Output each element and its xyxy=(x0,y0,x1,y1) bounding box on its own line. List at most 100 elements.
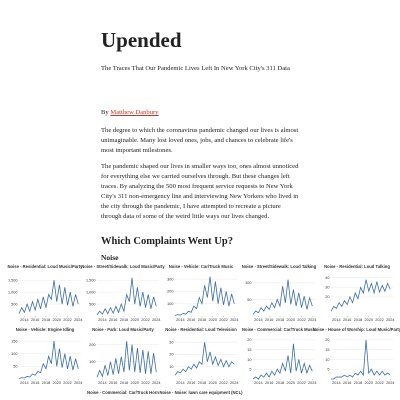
x-tick-label: 2022 xyxy=(141,381,149,385)
small-multiples: Noise - Residential: Loud Music/Party 500… xyxy=(8,264,400,395)
data-line xyxy=(174,342,235,376)
x-tick-label: 2022 xyxy=(375,318,383,322)
x-tick-label: 2024 xyxy=(386,381,394,385)
data-line xyxy=(96,277,157,316)
x-tick-label: 2024 xyxy=(386,318,394,322)
x-tick-label: 2016 xyxy=(343,381,351,385)
data-line xyxy=(18,341,79,379)
x-tick-label: 2016 xyxy=(187,381,195,385)
data-line xyxy=(18,280,79,314)
x-tick-label: 2014 xyxy=(332,318,340,322)
chart-title: Noise - Street/Sidewalk: Loud Talking xyxy=(242,264,317,269)
chart-title: Noise - Vehicle: Car/Truck Music xyxy=(169,264,234,269)
x-tick-label: 2022 xyxy=(63,318,71,322)
x-tick-label: 2022 xyxy=(375,381,383,385)
chart-title: Noise - Residential: Loud Television xyxy=(165,327,237,332)
x-tick-label: 2018 xyxy=(120,318,128,322)
x-tick-label: 2024 xyxy=(230,381,238,385)
byline-prefix: By xyxy=(101,109,109,116)
y-tick-label: 150 xyxy=(11,339,17,343)
y-tick-label: 1,500 xyxy=(86,278,96,282)
x-tick-label: 2016 xyxy=(265,381,273,385)
data-line xyxy=(331,339,391,380)
data-line xyxy=(252,343,313,380)
x-tick-label: 2024 xyxy=(74,381,82,385)
y-tick-label: 20 xyxy=(325,295,329,299)
x-tick-label: 2020 xyxy=(131,318,139,322)
byline: By Matthew Danbury xyxy=(101,109,301,116)
y-tick-label: 5 xyxy=(327,368,329,372)
data-line xyxy=(252,279,313,315)
x-tick-label: 2024 xyxy=(230,318,238,322)
y-tick-label: 100 xyxy=(167,302,173,306)
x-tick-label: 2016 xyxy=(31,318,39,322)
chart-title: Noise - Residential: Loud Music/Party xyxy=(8,264,84,269)
x-tick-label: 2018 xyxy=(198,318,206,322)
x-tick-label: 2020 xyxy=(53,318,61,322)
y-tick-label: 100 xyxy=(245,281,251,285)
y-tick-label: 20 xyxy=(247,338,251,342)
x-tick-label: 2022 xyxy=(297,318,305,322)
x-tick-label: 2020 xyxy=(53,381,61,385)
paragraph: The degree to which the coronavirus pand… xyxy=(101,127,299,154)
x-tick-label: 2018 xyxy=(276,381,284,385)
chart-title: Noise - Noise: lawn care equipment (NCL) xyxy=(159,390,243,395)
data-line xyxy=(174,276,235,316)
y-tick-label: 1,000 xyxy=(86,290,96,294)
y-tick-label: 10 xyxy=(169,365,173,369)
x-tick-label: 2020 xyxy=(209,318,217,322)
y-tick-label: 300 xyxy=(167,277,173,281)
x-tick-label: 2018 xyxy=(276,318,284,322)
y-tick-label: 5 xyxy=(249,368,251,372)
x-tick-label: 2016 xyxy=(343,318,351,322)
y-tick-label: 40 xyxy=(325,276,329,280)
x-tick-label: 2022 xyxy=(141,318,149,322)
x-tick-label: 2018 xyxy=(120,381,128,385)
x-tick-label: 2018 xyxy=(42,318,50,322)
y-tick-label: 1,000 xyxy=(8,290,18,294)
x-tick-label: 2014 xyxy=(176,381,184,385)
x-tick-label: 2014 xyxy=(254,318,262,322)
y-tick-label: 20 xyxy=(169,353,173,357)
x-tick-label: 2016 xyxy=(109,318,117,322)
y-tick-label: 10 xyxy=(325,358,329,362)
y-tick-label: 200 xyxy=(167,290,173,294)
x-tick-label: 2020 xyxy=(365,381,373,385)
chart-title: Noise - Street/Sidewalk: Loud Music/Part… xyxy=(81,264,165,269)
y-tick-label: 200 xyxy=(89,343,95,347)
x-tick-label: 2018 xyxy=(354,381,362,385)
x-tick-label: 2022 xyxy=(297,381,305,385)
paragraph: The pandemic shaped our lives in smaller… xyxy=(101,163,299,220)
x-tick-label: 2016 xyxy=(187,318,195,322)
x-tick-label: 2014 xyxy=(254,381,262,385)
subsection-heading: Noise xyxy=(101,253,119,262)
section-heading: Which Complaints Went Up? xyxy=(101,236,233,247)
y-tick-label: 500 xyxy=(89,302,95,306)
x-tick-label: 2024 xyxy=(74,318,82,322)
chart-title: Noise - Commercial: Car/Truck Music xyxy=(242,327,317,332)
y-tick-label: 1,500 xyxy=(8,278,18,282)
x-tick-label: 2024 xyxy=(308,318,316,322)
data-line xyxy=(96,341,157,378)
x-tick-label: 2022 xyxy=(63,381,71,385)
y-tick-label: 50 xyxy=(13,365,17,369)
author-link[interactable]: Matthew Danbury xyxy=(110,109,159,116)
x-tick-label: 2020 xyxy=(365,318,373,322)
chart-title: Noise - Park: Loud Music/Party xyxy=(92,327,154,332)
chart-title: Noise - Residential: Loud Talking xyxy=(324,264,390,269)
chart-title: Noise - Vehicle: Engine Idling xyxy=(16,327,75,332)
x-tick-label: 2022 xyxy=(219,318,227,322)
y-tick-label: 50 xyxy=(247,298,251,302)
x-tick-label: 2016 xyxy=(265,318,273,322)
y-tick-label: 30 xyxy=(169,340,173,344)
x-tick-label: 2018 xyxy=(42,381,50,385)
y-tick-label: 20 xyxy=(325,338,329,342)
x-tick-label: 2014 xyxy=(98,381,106,385)
x-tick-label: 2024 xyxy=(152,318,160,322)
x-tick-label: 2022 xyxy=(219,381,227,385)
x-tick-label: 2020 xyxy=(209,381,217,385)
y-tick-label: 100 xyxy=(11,352,17,356)
x-tick-label: 2020 xyxy=(287,381,295,385)
x-tick-label: 2018 xyxy=(198,381,206,385)
chart-title: Noise - Commercial: Car/Truck Horn xyxy=(87,390,159,395)
